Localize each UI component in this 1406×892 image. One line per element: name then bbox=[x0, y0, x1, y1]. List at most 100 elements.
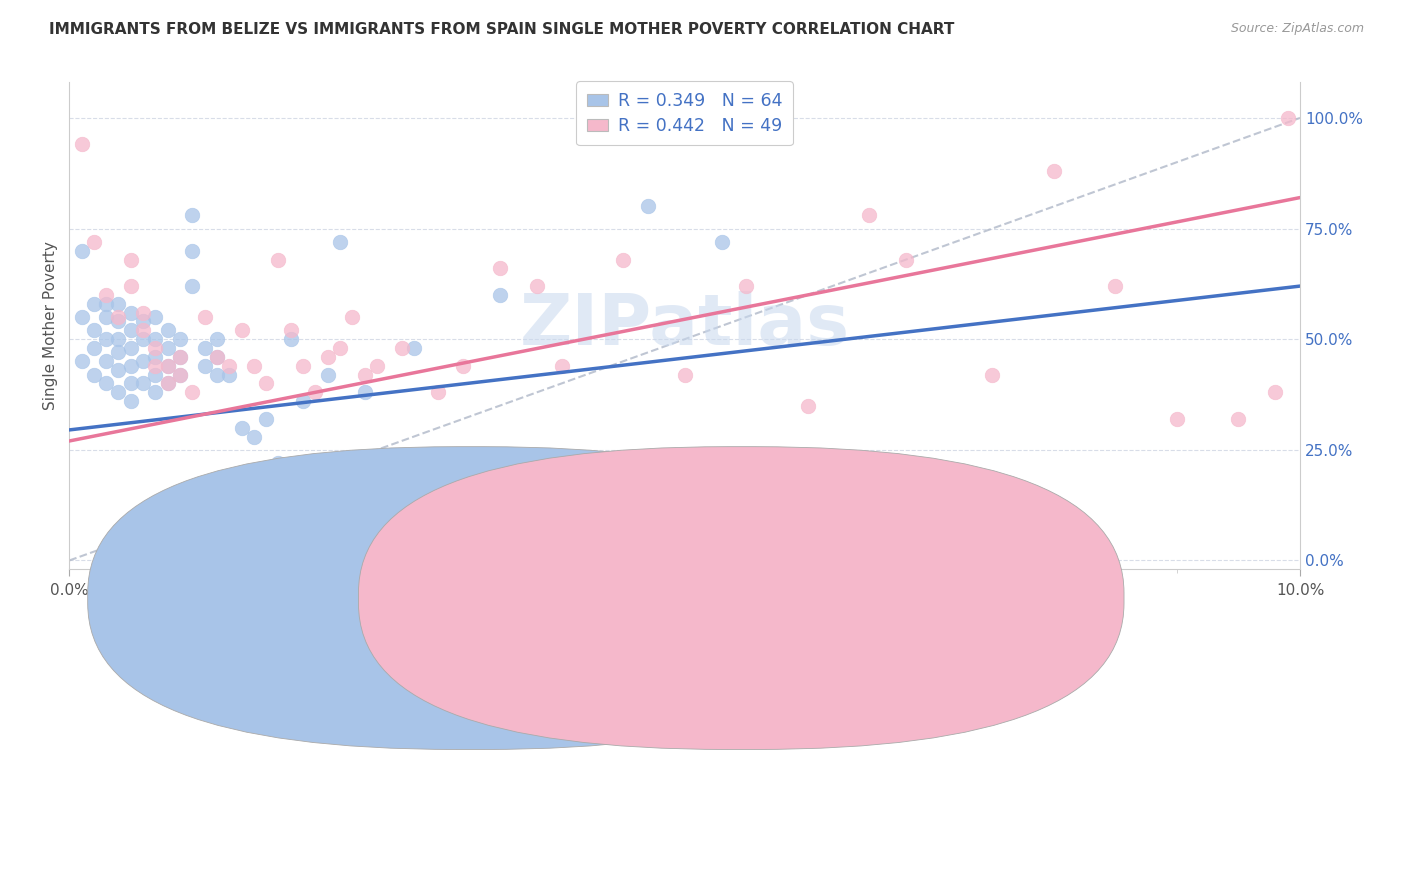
Point bbox=[181, 208, 204, 222]
Point bbox=[1277, 111, 1299, 125]
Point bbox=[156, 341, 179, 355]
Point bbox=[391, 341, 413, 355]
Point bbox=[169, 368, 191, 382]
Point bbox=[181, 279, 204, 293]
Point bbox=[156, 359, 179, 373]
Point bbox=[292, 394, 315, 409]
Point bbox=[673, 368, 696, 382]
Point bbox=[858, 208, 880, 222]
Point bbox=[1043, 164, 1066, 178]
Point bbox=[550, 359, 572, 373]
Y-axis label: Single Mother Poverty: Single Mother Poverty bbox=[44, 242, 58, 410]
Point bbox=[132, 305, 155, 319]
Point bbox=[366, 465, 388, 479]
Point bbox=[304, 456, 326, 470]
Point bbox=[489, 288, 512, 302]
Point bbox=[107, 310, 129, 324]
Point bbox=[218, 368, 240, 382]
Point bbox=[120, 305, 142, 319]
Point bbox=[329, 235, 352, 249]
Point bbox=[96, 288, 118, 302]
Point bbox=[96, 332, 118, 346]
Point bbox=[145, 385, 167, 400]
Point bbox=[981, 368, 1004, 382]
Point bbox=[156, 323, 179, 337]
Point bbox=[96, 297, 118, 311]
Point bbox=[70, 354, 93, 368]
Point bbox=[280, 323, 302, 337]
FancyBboxPatch shape bbox=[87, 447, 853, 749]
Point bbox=[96, 354, 118, 368]
Point bbox=[526, 279, 548, 293]
Point bbox=[366, 359, 388, 373]
Point bbox=[120, 341, 142, 355]
Point bbox=[70, 244, 93, 258]
Point bbox=[194, 341, 217, 355]
Point bbox=[132, 323, 155, 337]
Point bbox=[231, 323, 253, 337]
Point bbox=[83, 323, 105, 337]
Point bbox=[194, 310, 217, 324]
Point bbox=[145, 332, 167, 346]
Point bbox=[243, 429, 266, 443]
Point bbox=[145, 350, 167, 364]
Point bbox=[107, 297, 129, 311]
Point bbox=[218, 359, 240, 373]
Point bbox=[83, 297, 105, 311]
Point bbox=[353, 368, 375, 382]
Point bbox=[107, 314, 129, 328]
Point bbox=[156, 376, 179, 391]
Text: IMMIGRANTS FROM BELIZE VS IMMIGRANTS FROM SPAIN SINGLE MOTHER POVERTY CORRELATIO: IMMIGRANTS FROM BELIZE VS IMMIGRANTS FRO… bbox=[49, 22, 955, 37]
Point bbox=[169, 350, 191, 364]
Legend: R = 0.349   N = 64, R = 0.442   N = 49: R = 0.349 N = 64, R = 0.442 N = 49 bbox=[576, 81, 793, 145]
Point bbox=[1227, 412, 1250, 426]
Point bbox=[1166, 412, 1188, 426]
Point bbox=[70, 310, 93, 324]
Point bbox=[120, 279, 142, 293]
Point bbox=[132, 354, 155, 368]
Point bbox=[132, 332, 155, 346]
Point bbox=[710, 235, 733, 249]
Text: Immigrants from Belize: Immigrants from Belize bbox=[491, 591, 669, 606]
Point bbox=[612, 252, 634, 267]
Point bbox=[169, 368, 191, 382]
Point bbox=[254, 412, 277, 426]
Point bbox=[304, 385, 326, 400]
Point bbox=[70, 137, 93, 152]
Text: ZIPatlas: ZIPatlas bbox=[520, 292, 849, 360]
FancyBboxPatch shape bbox=[359, 447, 1123, 749]
Point bbox=[132, 314, 155, 328]
Point bbox=[120, 252, 142, 267]
Point bbox=[316, 350, 339, 364]
Point bbox=[267, 252, 290, 267]
Point bbox=[205, 350, 228, 364]
Point bbox=[451, 359, 474, 373]
Point bbox=[145, 359, 167, 373]
Point bbox=[120, 394, 142, 409]
Point bbox=[107, 385, 129, 400]
Point bbox=[637, 199, 659, 213]
Point bbox=[169, 332, 191, 346]
Point bbox=[243, 359, 266, 373]
Point bbox=[427, 385, 450, 400]
Point bbox=[145, 341, 167, 355]
Text: Source: ZipAtlas.com: Source: ZipAtlas.com bbox=[1230, 22, 1364, 36]
Point bbox=[156, 376, 179, 391]
Point bbox=[145, 368, 167, 382]
Point bbox=[156, 359, 179, 373]
Point bbox=[316, 368, 339, 382]
Point bbox=[194, 359, 217, 373]
Point bbox=[120, 376, 142, 391]
Point bbox=[894, 252, 917, 267]
Point bbox=[83, 368, 105, 382]
Point bbox=[205, 332, 228, 346]
Point bbox=[231, 421, 253, 435]
Point bbox=[120, 359, 142, 373]
Point bbox=[1264, 385, 1286, 400]
Point bbox=[205, 368, 228, 382]
Point bbox=[205, 350, 228, 364]
Point bbox=[132, 376, 155, 391]
Point bbox=[181, 244, 204, 258]
Point bbox=[267, 456, 290, 470]
Point bbox=[107, 332, 129, 346]
